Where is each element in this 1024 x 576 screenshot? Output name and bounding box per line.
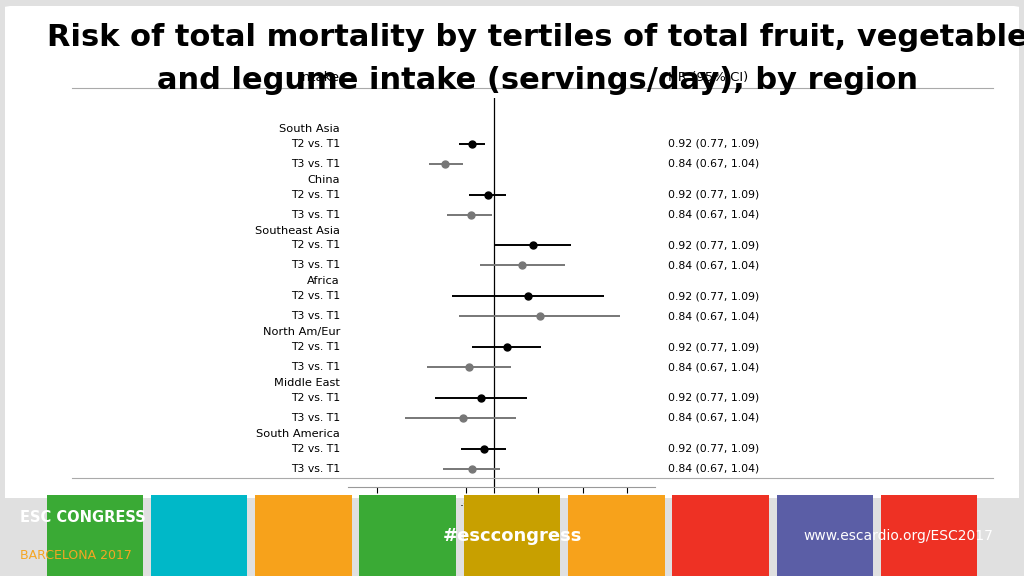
Text: T2 vs. T1: T2 vs. T1 (291, 240, 340, 251)
Text: 0.84 (0.67, 1.04): 0.84 (0.67, 1.04) (668, 311, 759, 321)
Text: #esccongress: #esccongress (442, 526, 582, 545)
Text: HR (95% CI): HR (95% CI) (668, 71, 748, 84)
Text: BARCELONA 2017: BARCELONA 2017 (20, 550, 132, 562)
Text: China: China (307, 175, 340, 185)
Text: 0.84 (0.67, 1.04): 0.84 (0.67, 1.04) (668, 464, 759, 474)
Text: T3 vs. T1: T3 vs. T1 (291, 210, 340, 219)
Text: Southeast Asia: Southeast Asia (255, 226, 340, 236)
Text: T2 vs. T1: T2 vs. T1 (291, 190, 340, 200)
Text: T2 vs. T1: T2 vs. T1 (291, 139, 340, 149)
Text: Risk of total mortality by tertiles of total fruit, vegetable: Risk of total mortality by tertiles of t… (47, 23, 1024, 52)
Text: www.escardio.org/ESC2017: www.escardio.org/ESC2017 (804, 529, 993, 543)
Text: T3 vs. T1: T3 vs. T1 (291, 159, 340, 169)
Text: T3 vs. T1: T3 vs. T1 (291, 362, 340, 372)
Text: 0.84 (0.67, 1.04): 0.84 (0.67, 1.04) (668, 159, 759, 169)
Text: 0.92 (0.77, 1.09): 0.92 (0.77, 1.09) (668, 190, 759, 200)
Text: 0.84 (0.67, 1.04): 0.84 (0.67, 1.04) (668, 210, 759, 219)
Text: 0.92 (0.77, 1.09): 0.92 (0.77, 1.09) (668, 139, 759, 149)
Text: Middle East: Middle East (274, 378, 340, 388)
Text: 0.92 (0.77, 1.09): 0.92 (0.77, 1.09) (668, 342, 759, 352)
Bar (673, 495, 769, 576)
Text: T2 vs. T1: T2 vs. T1 (291, 393, 340, 403)
Bar (464, 495, 560, 576)
Text: 0.84 (0.67, 1.04): 0.84 (0.67, 1.04) (668, 260, 759, 270)
Text: T2 vs. T1: T2 vs. T1 (291, 291, 340, 301)
Text: 0.92 (0.77, 1.09): 0.92 (0.77, 1.09) (668, 240, 759, 251)
Bar (255, 495, 351, 576)
Text: South America: South America (256, 429, 340, 439)
Bar (151, 495, 248, 576)
Bar (776, 495, 873, 576)
Text: 0.84 (0.67, 1.04): 0.84 (0.67, 1.04) (668, 413, 759, 423)
Text: 0.92 (0.77, 1.09): 0.92 (0.77, 1.09) (668, 393, 759, 403)
Text: ESC CONGRESS: ESC CONGRESS (20, 510, 146, 525)
Text: Africa: Africa (307, 276, 340, 286)
Text: South Asia: South Asia (280, 124, 340, 134)
Text: T3 vs. T1: T3 vs. T1 (291, 260, 340, 270)
Text: T3 vs. T1: T3 vs. T1 (291, 464, 340, 474)
Text: 0.92 (0.77, 1.09): 0.92 (0.77, 1.09) (668, 444, 759, 454)
Text: North Am/Eur: North Am/Eur (262, 327, 340, 337)
Text: 0.84 (0.67, 1.04): 0.84 (0.67, 1.04) (668, 362, 759, 372)
Text: and legume intake (servings/day), by region: and legume intake (servings/day), by reg… (157, 66, 919, 95)
Text: Intake: Intake (299, 71, 340, 84)
FancyBboxPatch shape (0, 6, 1024, 503)
Bar (881, 495, 978, 576)
Text: T3 vs. T1: T3 vs. T1 (291, 311, 340, 321)
Text: T2 vs. T1: T2 vs. T1 (291, 444, 340, 454)
Text: 0.92 (0.77, 1.09): 0.92 (0.77, 1.09) (668, 291, 759, 301)
Bar (359, 495, 456, 576)
Bar (46, 495, 143, 576)
Text: T3 vs. T1: T3 vs. T1 (291, 413, 340, 423)
Text: T2 vs. T1: T2 vs. T1 (291, 342, 340, 352)
Bar (568, 495, 665, 576)
